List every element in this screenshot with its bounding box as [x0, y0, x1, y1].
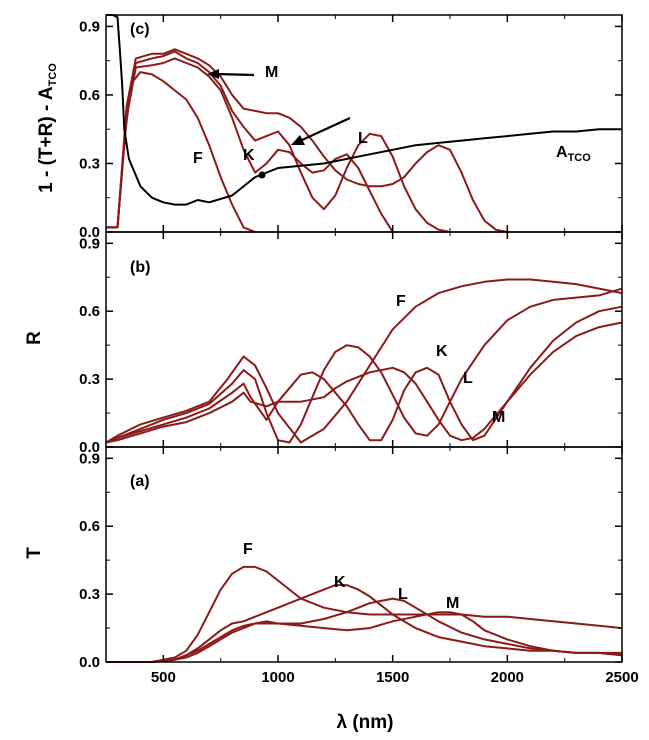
panel-c-ytick-label: 0.3 — [79, 155, 100, 172]
panel-a-xtick-label: 2500 — [605, 669, 638, 686]
panel-c-ytick-label: 0.9 — [79, 18, 100, 35]
panel-a-series-k — [106, 584, 622, 663]
panel-b-series-m — [105, 321, 623, 444]
panel-c-atco-main: A — [556, 144, 568, 161]
panel-c-annotation-atco: ATCO — [556, 144, 591, 164]
panel-a-xticks: 500 1000 1500 2000 2500 — [151, 447, 639, 686]
panel-c-xticks — [162, 15, 623, 232]
panel-c-atco-sub: TCO — [568, 152, 592, 164]
panel-c-curves — [106, 14, 622, 233]
panel-a-ylabel: T — [24, 547, 45, 559]
panel-b-annotation-f: F — [396, 293, 406, 310]
panel-a-ytick-label: 0.9 — [79, 450, 100, 467]
panel-b: 0.0 0.3 0.6 0.9 (b) R F K L M — [24, 231, 623, 456]
panel-c-annotation-f: F — [193, 150, 203, 167]
panel-c-ytick-label: 0.6 — [79, 87, 100, 104]
panel-b-annotation-k: K — [436, 343, 448, 360]
panel-b-ylabel: R — [24, 331, 45, 345]
panel-b-ytick-label: 0.6 — [79, 303, 100, 320]
panel-b-ytick-label: 0.0 — [79, 439, 100, 456]
panel-a-series-l — [106, 597, 623, 663]
panel-a-series-m — [106, 611, 623, 663]
panel-c-label: (c) — [130, 21, 150, 38]
panel-c-annotation-m: M — [265, 64, 278, 81]
panel-a-xtick-label: 1500 — [376, 669, 409, 686]
panel-b-annotation-m: M — [492, 409, 505, 426]
panel-b-ytick-label: 0.9 — [79, 235, 100, 252]
panel-a-curves — [106, 565, 623, 663]
panel-c-yticks: 0.0 0.3 0.6 0.9 — [79, 18, 622, 241]
panel-b-series-l — [105, 305, 623, 444]
panel-b-series-k — [105, 287, 623, 444]
panel-c-ylabel: 1 - (T+R) - ATCO — [36, 63, 59, 193]
panel-a-frame — [105, 446, 623, 663]
panel-a-annotation-l: L — [398, 586, 408, 603]
panel-c-series-m — [106, 48, 508, 233]
panel-a: 0.0 0.3 0.6 0.9 500 1000 1500 2000 2500 (a) T F… — [24, 446, 639, 686]
panel-b-ytick-label: 0.3 — [79, 371, 100, 388]
panel-c-annotation-k: K — [243, 147, 255, 164]
panel-c-series-a-tco — [106, 14, 622, 206]
panel-c-arrowhead-m — [207, 69, 219, 79]
panel-a-ytick-label: 0.3 — [79, 586, 100, 603]
panel-a-series-f — [106, 565, 623, 663]
panel-a-annotation-f: F — [243, 541, 253, 558]
panel-c-series-k — [106, 57, 394, 233]
panel-c: 0.00.30.60.9 (c) 1 - (T+R) - ATCO M L F … — [36, 14, 623, 241]
panel-b-label: (b) — [130, 259, 150, 276]
panel-c-series-l — [106, 50, 451, 233]
panel-c-marker — [258, 171, 266, 179]
panel-b-yticks: 0.0 0.3 0.6 0.9 — [79, 235, 622, 456]
panel-c-ytick-label: 0.0 — [79, 224, 100, 241]
panel-c-ylabel-sub: TCO — [47, 63, 59, 87]
panel-c-arrow-m — [215, 72, 255, 77]
panel-c-arrow-l — [301, 117, 351, 141]
panel-a-yticks: 0.0 0.3 0.6 0.9 — [79, 450, 622, 671]
panel-a-xtick-label: 2000 — [491, 669, 524, 686]
panel-a-xtick-label: 1000 — [261, 669, 294, 686]
panel-a-ytick-label: 0.6 — [79, 518, 100, 535]
panel-a-label: (a) — [130, 473, 150, 490]
panel-a-annotation-m: M — [446, 595, 459, 612]
panel-a-annotation-k: K — [334, 574, 346, 591]
panel-b-curves — [105, 278, 623, 444]
panel-c-frame — [105, 14, 623, 233]
panel-b-annotation-l: L — [463, 370, 473, 387]
panel-c-ylabel-main: 1 - (T+R) - A — [36, 86, 57, 193]
panel-a-ytick-label: 0.0 — [79, 654, 100, 671]
panel-a-xtick-label: 500 — [151, 669, 176, 686]
x-axis-title: λ (nm) — [337, 712, 394, 733]
panel-c-arrowhead-l — [291, 135, 305, 145]
panel-c-annotation-l: L — [358, 130, 368, 147]
panel-b-series-f — [105, 278, 623, 444]
